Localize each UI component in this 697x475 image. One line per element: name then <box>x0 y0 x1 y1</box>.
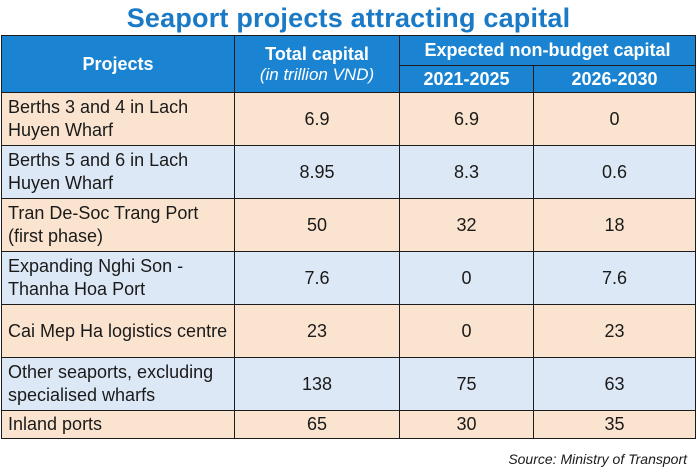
header-expected-capital: Expected non-budget capital <box>399 35 696 66</box>
period2-value: 18 <box>533 198 696 252</box>
table-row: Berths 5 and 6 in Lach Huyen Wharf 8.95 … <box>1 145 696 199</box>
total-capital-value: 6.9 <box>234 92 400 146</box>
header-total-capital-unit: (in trillion VND) <box>259 64 375 84</box>
period2-value: 35 <box>533 410 696 439</box>
period1-value: 0 <box>399 304 534 358</box>
total-capital-value: 23 <box>234 304 400 358</box>
table-row: Inland ports 65 30 35 <box>1 410 696 439</box>
total-capital-value: 8.95 <box>234 145 400 199</box>
table-row: Expanding Nghi Son - Thanha Hoa Port 7.6… <box>1 251 696 305</box>
table-row: Other seaports, excluding specialised wh… <box>1 357 696 411</box>
header-total-capital: Total capital (in trillion VND) <box>234 35 400 93</box>
total-capital-value: 7.6 <box>234 251 400 305</box>
period2-value: 0 <box>533 92 696 146</box>
period2-value: 7.6 <box>533 251 696 305</box>
period2-value: 63 <box>533 357 696 411</box>
period2-value: 23 <box>533 304 696 358</box>
project-name: Cai Mep Ha logistics centre <box>1 304 235 358</box>
period1-value: 0 <box>399 251 534 305</box>
period1-value: 8.3 <box>399 145 534 199</box>
header-period-2021-2025: 2021-2025 <box>399 65 534 93</box>
header-total-capital-label: Total capital <box>265 43 369 64</box>
project-name: Other seaports, excluding specialised wh… <box>1 357 235 411</box>
project-name: Expanding Nghi Son - Thanha Hoa Port <box>1 251 235 305</box>
project-name: Inland ports <box>1 410 235 439</box>
table-title: Seaport projects attracting capital <box>126 3 571 33</box>
header-projects: Projects <box>1 35 235 93</box>
seaport-capital-table: Projects Total capital (in trillion VND)… <box>1 35 696 439</box>
period1-value: 6.9 <box>399 92 534 146</box>
period1-value: 75 <box>399 357 534 411</box>
table-row: Cai Mep Ha logistics centre 23 0 23 <box>1 304 696 358</box>
project-name: Tran De-Soc Trang Port (first phase) <box>1 198 235 252</box>
header-period-2026-2030: 2026-2030 <box>533 65 696 93</box>
project-name: Berths 3 and 4 in Lach Huyen Wharf <box>1 92 235 146</box>
table-row: Tran De-Soc Trang Port (first phase) 50 … <box>1 198 696 252</box>
total-capital-value: 50 <box>234 198 400 252</box>
total-capital-value: 138 <box>234 357 400 411</box>
total-capital-value: 65 <box>234 410 400 439</box>
table-row: Berths 3 and 4 in Lach Huyen Wharf 6.9 6… <box>1 92 696 146</box>
period1-value: 30 <box>399 410 534 439</box>
source-note: Source: Ministry of Transport <box>508 451 687 467</box>
project-name: Berths 5 and 6 in Lach Huyen Wharf <box>1 145 235 199</box>
period1-value: 32 <box>399 198 534 252</box>
period2-value: 0.6 <box>533 145 696 199</box>
